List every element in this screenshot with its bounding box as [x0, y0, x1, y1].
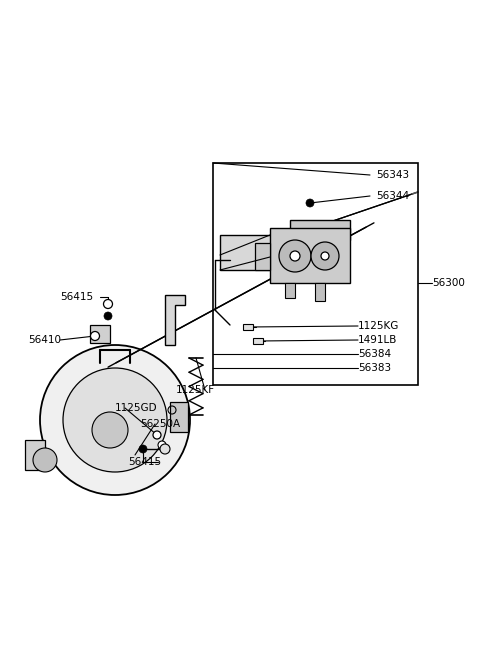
Circle shape [290, 251, 300, 261]
Polygon shape [315, 283, 325, 301]
Text: 56343: 56343 [376, 170, 409, 180]
Text: 56383: 56383 [358, 363, 391, 373]
Bar [220, 235, 330, 270]
Circle shape [311, 242, 339, 270]
Text: 1491LB: 1491LB [358, 335, 397, 345]
Circle shape [321, 252, 329, 260]
Bar [170, 402, 188, 432]
Polygon shape [327, 192, 418, 223]
Circle shape [91, 332, 99, 340]
Circle shape [139, 445, 147, 453]
Text: 1125KF: 1125KF [176, 385, 215, 395]
Text: 56250A: 56250A [140, 419, 180, 429]
Text: 56384: 56384 [358, 349, 391, 359]
Text: 1125KG: 1125KG [358, 321, 399, 331]
Bar [213, 163, 418, 385]
Polygon shape [108, 223, 374, 367]
Bar [290, 220, 350, 240]
Circle shape [40, 345, 190, 495]
Text: 56410: 56410 [28, 335, 61, 345]
Circle shape [104, 312, 112, 320]
Polygon shape [165, 295, 185, 345]
Bar [90, 325, 110, 343]
Circle shape [104, 300, 112, 309]
Circle shape [92, 412, 128, 448]
Text: 56415: 56415 [128, 457, 161, 467]
Circle shape [153, 431, 161, 439]
Bar [25, 440, 45, 470]
Circle shape [279, 240, 311, 272]
Text: 1125GD: 1125GD [115, 403, 157, 413]
Polygon shape [255, 243, 270, 270]
Text: 56344: 56344 [376, 191, 409, 201]
Polygon shape [285, 283, 295, 298]
Circle shape [63, 368, 167, 472]
Circle shape [306, 199, 314, 207]
Text: 56300: 56300 [432, 278, 465, 288]
Circle shape [160, 444, 170, 454]
Bar [243, 324, 253, 330]
Bar [253, 338, 263, 344]
Circle shape [33, 448, 57, 472]
Bar [270, 228, 350, 283]
Text: 56415: 56415 [60, 292, 93, 302]
Circle shape [158, 441, 166, 449]
